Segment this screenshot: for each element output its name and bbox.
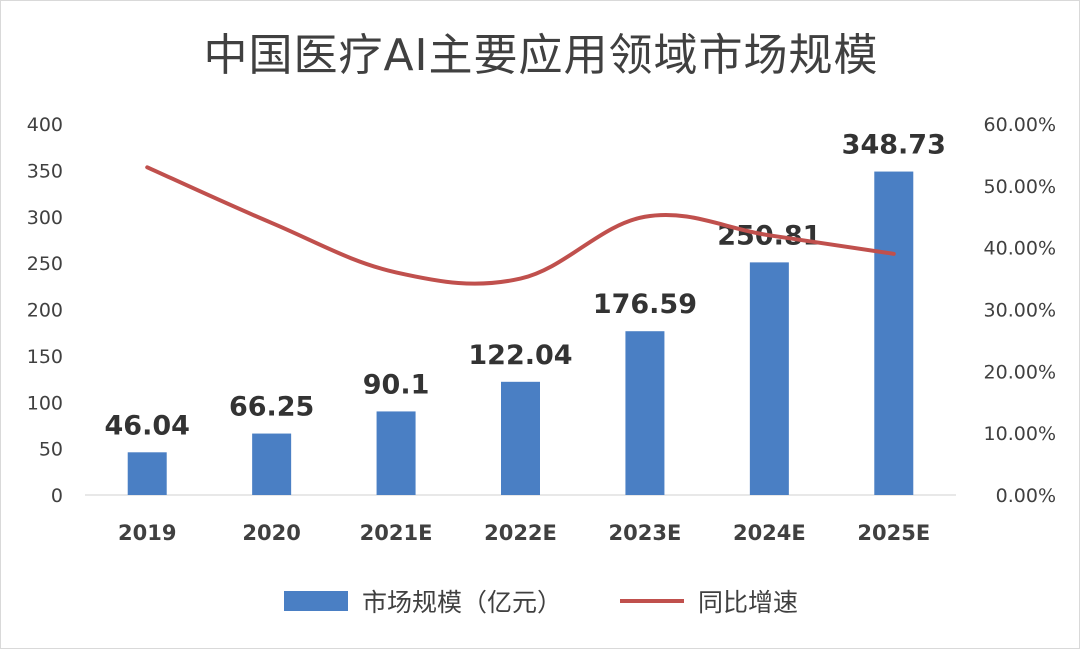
x-tick-label: 2022E [484,521,557,545]
y-right-tick-label: 0.00% [996,485,1056,507]
chart-title: 中国医疗AI主要应用领域市场规模 [203,30,879,81]
y-left-tick-label: 150 [27,346,63,368]
legend-item-growth-rate: 同比增速 [620,583,798,619]
y-right-tick-label: 40.00% [984,238,1056,260]
x-tick-label: 2024E [733,521,806,545]
y-right-tick-label: 20.00% [984,361,1056,383]
y-left-tick-label: 100 [27,392,63,414]
bar [252,433,292,495]
bar-data-label: 348.73 [842,130,946,161]
bar [874,171,914,495]
y-left-tick-label: 400 [27,114,63,136]
y-right-tick-label: 30.00% [984,300,1056,322]
x-tick-label: 2020 [242,521,300,545]
legend-label-growth-rate: 同比增速 [698,588,799,617]
bar-data-label: 66.25 [229,392,314,423]
legend-label-market-size: 市场规模（亿元） [361,588,562,617]
bar [127,452,167,495]
x-tick-label: 2021E [360,521,433,545]
bar [749,262,789,495]
growth-rate-line [145,165,896,286]
y-left-tick-label: 50 [39,439,63,461]
y-left-tick-label: 300 [27,207,63,229]
y-right-tick-label: 10.00% [984,423,1056,445]
x-tick-label: 2025E [857,521,930,545]
y-left-tick-label: 200 [27,300,63,322]
bar-data-label: 122.04 [468,340,572,371]
bar-data-label: 46.04 [105,410,190,441]
y-left-tick-label: 350 [27,160,63,182]
legend-item-market-size: 市场规模（亿元） [283,583,562,619]
bar-data-label: 176.59 [593,289,697,320]
bar-data-label: 90.1 [363,369,430,400]
y-right-tick-label: 50.00% [984,176,1056,198]
y-left-tick-label: 0 [51,485,63,507]
y-right-tick-label: 60.00% [984,114,1056,136]
x-tick-label: 2023E [609,521,682,545]
y-left-tick-label: 250 [27,253,63,275]
legend: 市场规模（亿元） 同比增速 [1,579,1080,623]
x-tick-label: 2019 [118,521,176,545]
legend-bar-swatch [283,591,348,611]
bar [376,411,416,495]
legend-line-swatch [620,599,684,603]
bar [501,381,540,495]
bar [625,331,665,495]
